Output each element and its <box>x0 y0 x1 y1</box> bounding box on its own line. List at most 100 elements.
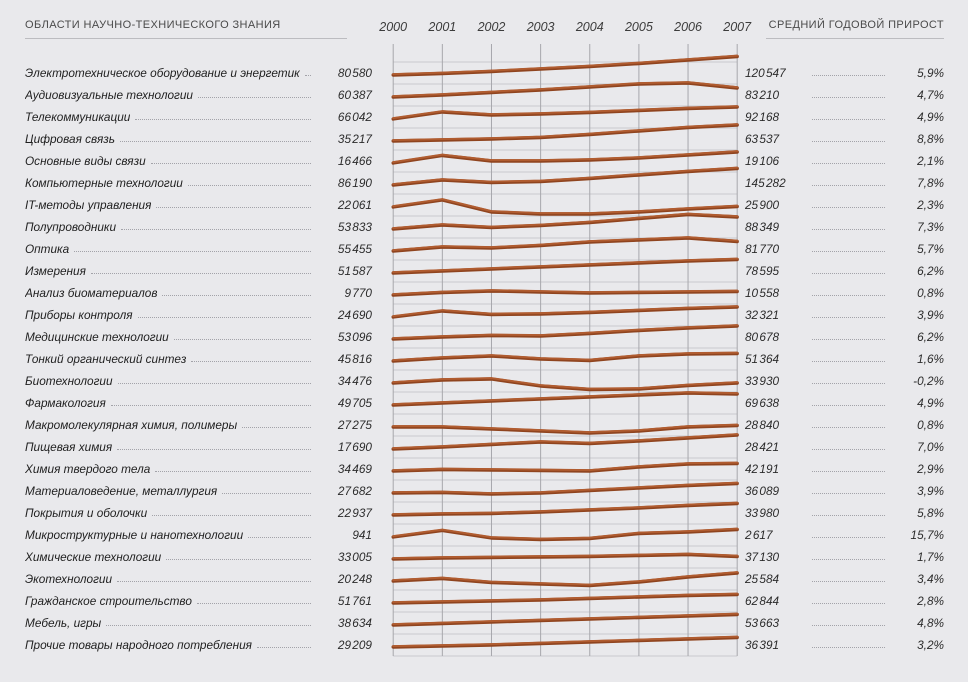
row-left-part: Мебель, игры <box>25 616 316 630</box>
row-label: Основные виды связи <box>25 154 146 168</box>
sparkline <box>392 592 739 604</box>
year-label: 2004 <box>575 20 604 34</box>
sparkline <box>392 433 739 450</box>
value-2007: 2 617 <box>745 528 773 542</box>
row-left-part: Полупроводники <box>25 220 316 234</box>
growth-percent: 1,6% <box>917 352 944 366</box>
dotted-leader <box>812 334 885 340</box>
table-row: Пищевая химия 17 690 28 421 7,0% <box>25 436 944 458</box>
sparkline <box>392 81 739 98</box>
growth-percent: 3,2% <box>917 638 944 652</box>
row-label: Оптика <box>25 242 70 256</box>
value-2000: 45 816 <box>337 352 372 366</box>
value-2000: 16 466 <box>337 154 372 168</box>
dotted-leader <box>812 312 885 318</box>
value-2000: 53 833 <box>337 220 372 234</box>
table-row: Медицинские технологии 53 096 80 678 6,2… <box>25 326 944 348</box>
dotted-leader <box>117 378 311 384</box>
sparkline <box>392 257 739 274</box>
year-label: 2003 <box>526 20 555 34</box>
value-2000: 33 005 <box>337 550 372 564</box>
dotted-leader <box>812 290 885 296</box>
value-2000: 9 770 <box>344 286 372 300</box>
value-2007: 78 595 <box>745 264 780 278</box>
left-column-header: ОБЛАСТИ НАУЧНО-ТЕХНИЧЕСКОГО ЗНАНИЯ <box>25 19 347 39</box>
value-2007: 53 663 <box>745 616 780 630</box>
growth-percent: 3,9% <box>917 308 944 322</box>
sparkline <box>392 166 739 186</box>
dotted-leader <box>137 312 311 318</box>
table-row: Экотехнологии 20 248 25 584 3,4% <box>25 568 944 590</box>
sparkline <box>392 612 739 626</box>
row-label: Компьютерные технологии <box>25 176 183 190</box>
sparkline <box>392 351 739 362</box>
row-label: Полупроводники <box>25 220 117 234</box>
row-left-part: Экотехнологии <box>25 572 316 586</box>
value-2007: 62 844 <box>745 594 780 608</box>
row-left-part: Приборы контроля <box>25 308 316 322</box>
row-label: Покрытия и оболочки <box>25 506 148 520</box>
dotted-leader <box>812 378 885 384</box>
year-label: 2005 <box>624 20 653 34</box>
dotted-leader <box>150 158 311 164</box>
sparkline <box>392 552 739 560</box>
sparkline <box>392 481 739 495</box>
value-2007: 32 321 <box>745 308 780 322</box>
value-2000: 51 587 <box>337 264 372 278</box>
row-left-part: Покрытия и оболочки <box>25 506 316 520</box>
table-row: Аудиовизуальные технологии 60 387 83 210… <box>25 84 944 106</box>
dotted-leader <box>166 554 311 560</box>
growth-percent: 5,8% <box>917 506 944 520</box>
value-2007: 33 930 <box>745 374 780 388</box>
row-label: Тонкий органический синтез <box>25 352 187 366</box>
dotted-leader <box>256 642 311 648</box>
growth-percent: 7,3% <box>917 220 944 234</box>
dotted-leader <box>117 576 311 582</box>
row-label: Приборы контроля <box>25 308 133 322</box>
table-row: Электротехническое оборудование и энерге… <box>25 62 944 84</box>
sparkline <box>392 461 739 472</box>
dotted-leader <box>812 114 885 120</box>
value-2007: 36 391 <box>745 638 780 652</box>
dotted-leader <box>812 620 885 626</box>
value-2000: 66 042 <box>337 110 372 124</box>
table-row: Биотехнологии 34 476 33 930 -0,2% <box>25 370 944 392</box>
dotted-leader <box>812 444 885 450</box>
growth-percent: 2,3% <box>917 198 944 212</box>
value-2007: 80 678 <box>745 330 780 344</box>
row-left-part: Материаловедение, металлургия <box>25 484 316 498</box>
dotted-leader <box>152 510 311 516</box>
table-row: Цифровая связь 35 217 63 537 8,8% <box>25 128 944 150</box>
dotted-leader <box>305 70 311 76</box>
row-left-part: Прочие товары народного потребления <box>25 638 316 652</box>
dotted-leader <box>74 246 311 252</box>
sparkline <box>392 391 739 406</box>
value-2000: 27 682 <box>337 484 372 498</box>
table-row: Анализ биоматериалов 9 770 10 558 0,8% <box>25 282 944 304</box>
value-2007: 36 089 <box>745 484 780 498</box>
dotted-leader <box>812 400 885 406</box>
sparkline <box>392 123 739 142</box>
growth-percent: 0,8% <box>917 286 944 300</box>
value-2000: 80 580 <box>337 66 372 80</box>
row-left-part: Цифровая связь <box>25 132 316 146</box>
dotted-leader <box>812 202 885 208</box>
row-left-part: Компьютерные технологии <box>25 176 316 190</box>
value-2000: 38 634 <box>337 616 372 630</box>
dotted-leader <box>119 136 311 142</box>
row-left-part: IT-методы управления <box>25 198 316 212</box>
sparkline <box>392 289 739 296</box>
table-row: Мебель, игры 38 634 53 663 4,8% <box>25 612 944 634</box>
row-left-part: Химия твердого тела <box>25 462 316 476</box>
value-2007: 42 191 <box>745 462 780 476</box>
year-label: 2001 <box>428 20 457 34</box>
row-left-part: Медицинские технологии <box>25 330 316 344</box>
growth-percent: 4,7% <box>917 88 944 102</box>
dotted-leader <box>242 422 311 428</box>
growth-percent: 7,0% <box>917 440 944 454</box>
row-label: Химия твердого тела <box>25 462 151 476</box>
table-row: Полупроводники 53 833 88 349 7,3% <box>25 216 944 238</box>
row-label: Химические технологии <box>25 550 162 564</box>
sparkline <box>392 150 739 164</box>
